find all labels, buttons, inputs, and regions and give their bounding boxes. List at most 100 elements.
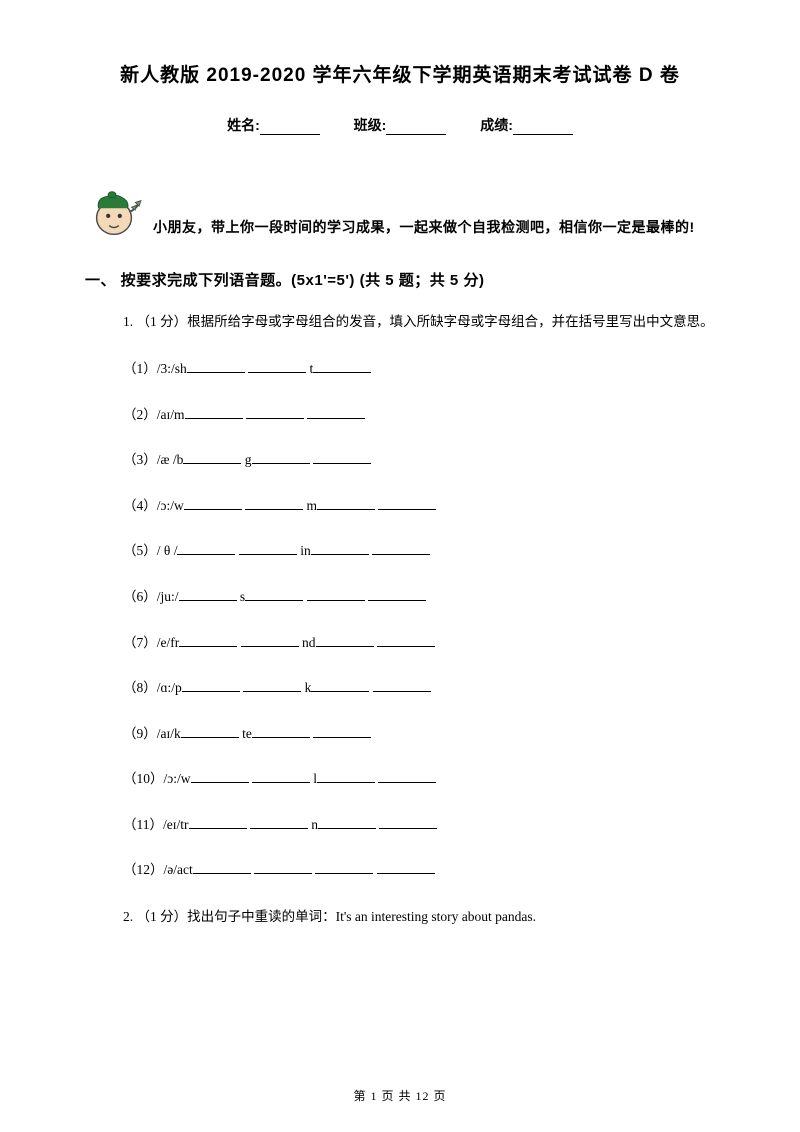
q2-text: 2. （1 分）找出句子中重读的单词：It's an interesting s…	[123, 907, 715, 927]
item-number: （4）	[123, 498, 157, 513]
phonetic-item: （3）/æ /b g	[123, 451, 715, 469]
fill-blank	[252, 725, 310, 738]
fill-blank	[184, 497, 242, 510]
fill-blank	[241, 634, 299, 647]
phonetic-item: （7）/e/fr nd	[123, 634, 715, 652]
fill-blank	[313, 451, 371, 464]
item-number: （1）	[123, 361, 157, 376]
fill-blank	[179, 588, 237, 601]
item-prefix: /aɪ/k	[157, 726, 181, 741]
phonetic-item: （5）/ θ / in	[123, 542, 715, 560]
item-prefix: / θ /	[157, 543, 178, 558]
fill-blank	[318, 816, 376, 829]
fill-blank	[307, 588, 365, 601]
fill-blank	[313, 360, 371, 373]
fill-blank	[191, 770, 249, 783]
fill-blank	[250, 816, 308, 829]
item-number: （10）	[123, 771, 164, 786]
fill-blank	[254, 861, 312, 874]
item-number: （7）	[123, 635, 157, 650]
fill-blank	[243, 679, 301, 692]
fill-blank	[307, 406, 365, 419]
item-number: （12）	[123, 862, 164, 877]
fill-blank	[181, 725, 239, 738]
fill-blank	[193, 861, 251, 874]
mascot-icon	[85, 185, 143, 243]
item-text: m	[307, 498, 318, 513]
fill-blank	[311, 542, 369, 555]
fill-blank	[316, 634, 374, 647]
item-number: （6）	[123, 589, 157, 604]
fill-blank	[373, 679, 431, 692]
fill-blank	[245, 497, 303, 510]
item-prefix: /ɑ:/p	[157, 680, 182, 695]
fill-blank	[179, 634, 237, 647]
fill-blank	[189, 816, 247, 829]
question-body: 1. （1 分）根据所给字母或字母组合的发音，填入所缺字母或字母组合，并在括号里…	[85, 312, 715, 927]
section-1-heading: 一、 按要求完成下列语音题。(5x1'=5') (共 5 题；共 5 分)	[85, 269, 715, 290]
fill-blank	[252, 451, 310, 464]
item-number: （8）	[123, 680, 157, 695]
fill-blank	[248, 360, 306, 373]
class-blank	[386, 121, 446, 135]
item-prefix: /ju:/	[157, 589, 179, 604]
fill-blank	[378, 770, 436, 783]
phonetic-item: （8）/ɑ:/p k	[123, 679, 715, 697]
fill-blank	[372, 542, 430, 555]
phonetic-item: （12）/ə/act	[123, 861, 715, 879]
phonetic-item: （1）/3:/sh t	[123, 360, 715, 378]
fill-blank	[246, 406, 304, 419]
item-text: n	[311, 817, 318, 832]
item-text: nd	[302, 635, 316, 650]
name-blank	[260, 121, 320, 135]
item-prefix: /ə/act	[164, 862, 193, 877]
class-label: 班级:	[354, 117, 387, 133]
fill-blank	[377, 634, 435, 647]
fill-blank	[377, 861, 435, 874]
fill-blank	[379, 816, 437, 829]
score-blank	[513, 121, 573, 135]
item-number: （3）	[123, 452, 157, 467]
item-prefix: /eɪ/tr	[163, 817, 189, 832]
fill-blank	[183, 451, 241, 464]
item-prefix: /æ /b	[157, 452, 184, 467]
fill-blank	[239, 542, 297, 555]
item-number: （9）	[123, 726, 157, 741]
phonetic-item: （4）/ɔ:/w m	[123, 497, 715, 515]
fill-blank	[177, 542, 235, 555]
item-prefix: /3:/sh	[157, 361, 187, 376]
item-prefix: /ɔ:/w	[157, 498, 184, 513]
intro-row: 小朋友，带上你一段时间的学习成果，一起来做个自我检测吧，相信你一定是最棒的!	[85, 185, 715, 243]
fill-blank	[317, 497, 375, 510]
page-footer: 第 1 页 共 12 页	[0, 1087, 800, 1104]
item-number: （5）	[123, 543, 157, 558]
fill-blank	[182, 679, 240, 692]
item-number: （11）	[123, 817, 163, 832]
phonetic-item: （10）/ɔ:/w l	[123, 770, 715, 788]
fill-blank	[368, 588, 426, 601]
fill-blank	[311, 679, 369, 692]
intro-text: 小朋友，带上你一段时间的学习成果，一起来做个自我检测吧，相信你一定是最棒的!	[153, 217, 695, 243]
item-text: k	[305, 680, 312, 695]
phonetic-item: （2）/aɪ/m	[123, 406, 715, 424]
item-text: g	[245, 452, 252, 467]
fill-blank	[315, 861, 373, 874]
phonetic-item: （6）/ju:/ s	[123, 588, 715, 606]
fill-blank	[187, 360, 245, 373]
score-label: 成绩:	[480, 117, 513, 133]
phonetic-item: （9）/aɪ/k te	[123, 725, 715, 743]
fill-blank	[252, 770, 310, 783]
student-info-line: 姓名: 班级: 成绩:	[85, 115, 715, 135]
fill-blank	[245, 588, 303, 601]
fill-blank	[378, 497, 436, 510]
item-number: （2）	[123, 407, 157, 422]
phonetic-item: （11）/eɪ/tr n	[123, 816, 715, 834]
fill-blank	[313, 725, 371, 738]
item-prefix: /aɪ/m	[157, 407, 185, 422]
fill-blank	[185, 406, 243, 419]
q1-instruction: 1. （1 分）根据所给字母或字母组合的发音，填入所缺字母或字母组合，并在括号里…	[123, 312, 715, 332]
item-text: te	[242, 726, 252, 741]
name-label: 姓名:	[227, 117, 260, 133]
fill-blank	[317, 770, 375, 783]
item-prefix: /e/fr	[157, 635, 180, 650]
